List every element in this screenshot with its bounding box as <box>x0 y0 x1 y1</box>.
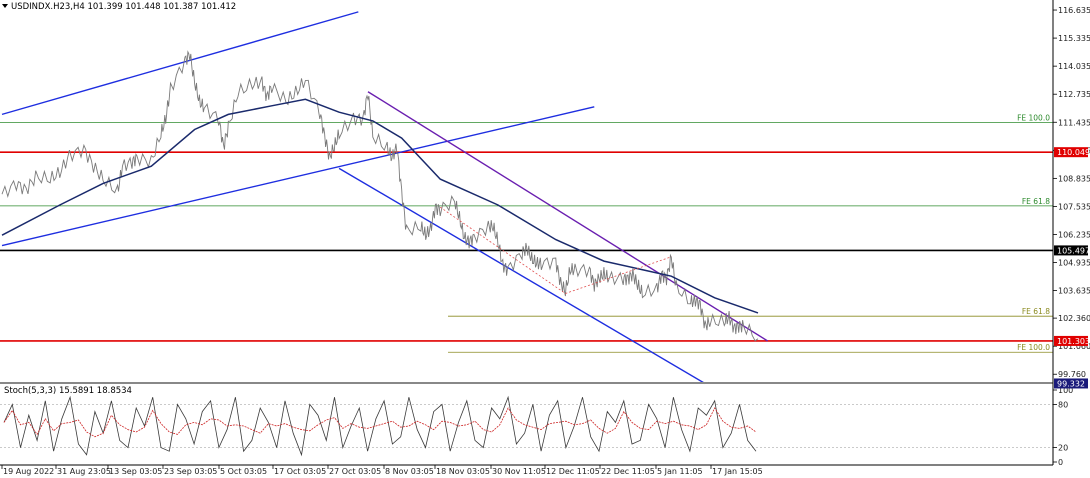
symbol-quote: USDINDX.H23,H4 101.399 101.448 101.387 1… <box>11 2 236 12</box>
zigzag-pattern <box>439 206 672 294</box>
price-tick-label: 102.360 <box>1058 314 1090 323</box>
main-price-pane[interactable]: FE 100.0 FE 61.8 FE 61.8 FE 100.0 <box>0 0 1053 385</box>
stochastic-tick-label: 0 <box>1058 458 1063 467</box>
price-level-tag-label: 105.497 <box>1057 246 1090 255</box>
time-tick-label: 12 Dec 11:05 <box>546 467 600 476</box>
price-level-tag-label: 101.303 <box>1057 337 1090 346</box>
fib-level-label: FE 100.0 <box>1017 343 1050 352</box>
price-axis: 116.635115.335114.035112.735111.435110.1… <box>1053 6 1090 379</box>
time-tick-label: 30 Nov 11:05 <box>492 467 546 476</box>
time-tick-label: 18 Nov 03:05 <box>436 467 490 476</box>
price-level-tag <box>1054 378 1088 389</box>
time-tick-label: 22 Dec 11:05 <box>601 467 655 476</box>
price-tick-label: 107.535 <box>1058 202 1090 211</box>
price-tick-label: 111.435 <box>1058 118 1090 127</box>
time-tick-label: 17 Oct 03:05 <box>274 467 326 476</box>
time-tick-label: 5 Oct 03:05 <box>220 467 267 476</box>
falling-channel <box>338 167 706 385</box>
time-tick-label: 23 Sep 03:05 <box>164 467 217 476</box>
time-tick-label: 13 Sep 03:05 <box>109 467 162 476</box>
time-tick-label: 5 Jan 11:05 <box>657 467 703 476</box>
stochastic-tick-label: 100 <box>1058 386 1073 395</box>
price-level-tags: 110.049 105.497 101.303 99.332 <box>1054 147 1090 389</box>
price-tick-label: 112.735 <box>1058 90 1090 99</box>
lower-channel <box>1 106 595 247</box>
fib-level-label: FE 61.8 <box>1022 197 1050 206</box>
time-tick-label: 27 Oct 03:05 <box>329 467 381 476</box>
price-line <box>1 50 759 342</box>
stochastic-k-line <box>3 395 757 457</box>
moving-average-line <box>1 98 759 314</box>
time-tick-label: 31 Aug 23:05 <box>57 467 111 476</box>
price-tick-label: 101.060 <box>1058 342 1090 351</box>
price-level-tag <box>1054 245 1088 256</box>
price-tick-label: 114.035 <box>1058 62 1090 71</box>
resistance-line <box>367 91 769 342</box>
time-tick-label: 8 Nov 03:05 <box>385 467 434 476</box>
price-level-tag <box>1054 147 1088 158</box>
stochastic-axis: 100 80 20 0 <box>1053 386 1073 467</box>
price-tick-label: 106.235 <box>1058 230 1090 239</box>
fib-level-label: FE 61.8 <box>1022 307 1050 316</box>
stochastic-tick-label: 20 <box>1058 444 1068 453</box>
price-tick-label: 115.335 <box>1058 34 1090 43</box>
time-tick-label: 19 Aug 2022 <box>3 467 54 476</box>
price-tick-label: 99.760 <box>1058 370 1086 379</box>
price-tick-label: 103.635 <box>1058 287 1090 296</box>
stochastic-tick-label: 80 <box>1058 400 1068 409</box>
price-tick-label: 104.935 <box>1058 259 1090 268</box>
dropdown-triangle-icon[interactable] <box>2 4 8 8</box>
price-level-tag-label: 110.049 <box>1057 148 1090 157</box>
time-tick-label: 17 Jan 15:05 <box>712 467 763 476</box>
symbol-header: USDINDX.H23,H4 101.399 101.448 101.387 1… <box>2 2 236 12</box>
price-level-tag <box>1054 335 1088 346</box>
price-tick-label: 116.635 <box>1058 6 1090 15</box>
upper-channel <box>1 11 359 116</box>
price-tick-label: 108.835 <box>1058 174 1090 183</box>
fib-level-label: FE 100.0 <box>1017 113 1050 122</box>
stochastic-label: Stoch(5,3,3) 15.5891 18.8534 <box>4 386 132 396</box>
price-level-tag-label: 99.332 <box>1057 379 1085 388</box>
stochastic-d-line <box>3 407 757 438</box>
stochastic-pane[interactable]: Stoch(5,3,3) 15.5891 18.8534 <box>0 386 1053 457</box>
